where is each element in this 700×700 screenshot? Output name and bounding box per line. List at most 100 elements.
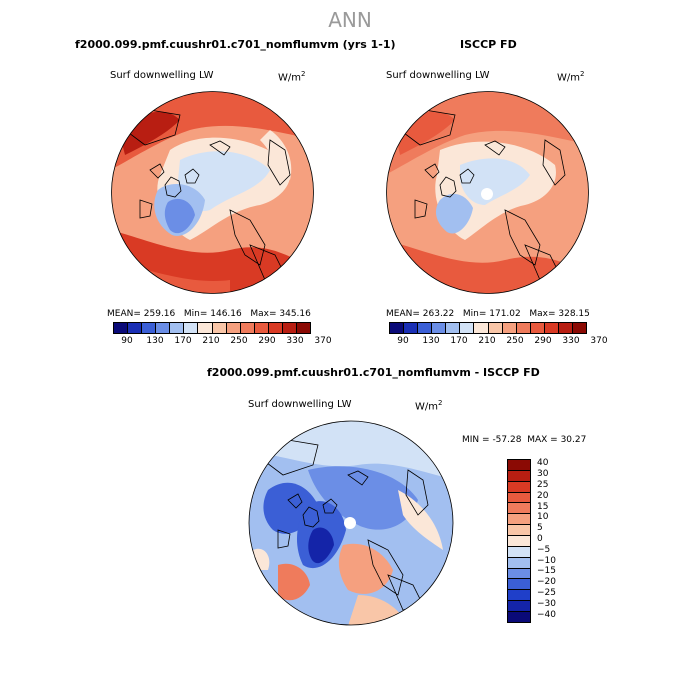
- colorbar-tick-label: 170: [450, 336, 468, 346]
- map-fill-atlantic: [338, 543, 393, 594]
- colorbar-tick-label: 290: [258, 336, 276, 346]
- colorbar-swatch: [508, 568, 530, 580]
- panel2-stats: MEAN= 263.22 Min= 171.02 Max= 328.15: [386, 309, 590, 319]
- colorbar-swatch: [508, 470, 530, 482]
- colorbar-label: −20: [537, 577, 556, 588]
- panel2-variable: Surf downwelling LW: [386, 70, 490, 81]
- map-fill-north: [111, 91, 314, 170]
- colorbar-label: 5: [537, 523, 543, 534]
- panel1-variable: Surf downwelling LW: [110, 70, 214, 81]
- colorbar-swatch: [170, 323, 185, 333]
- pole-hole: [344, 517, 356, 529]
- colorbar-swatch: [404, 323, 419, 333]
- map-fill-warm-left: [278, 563, 310, 601]
- panel1-colorbar-ticks: 90 130 170 210 250 290 330 370: [113, 336, 331, 348]
- colorbar-swatch: [198, 323, 213, 333]
- map-border: [386, 91, 589, 294]
- colorbar-swatch: [508, 514, 530, 526]
- colorbar-swatch: [508, 557, 530, 569]
- map-fill-arctic: [308, 466, 418, 530]
- colorbar-swatch: [508, 601, 530, 613]
- colorbar-swatch: [508, 481, 530, 493]
- panel2-polar-map: [386, 91, 589, 294]
- colorbar-tick-label: 90: [397, 336, 409, 346]
- map-fill-greenland-inner: [308, 527, 334, 564]
- diff-title: f2000.099.pmf.cuushr01.c701_nomflumvm - …: [207, 366, 540, 379]
- colorbar-swatch: [226, 323, 241, 333]
- pole-hole: [481, 188, 493, 200]
- colorbar-swatch: [508, 590, 530, 602]
- colorbar-swatch: [114, 323, 129, 333]
- diff-units: W/m2: [415, 399, 443, 413]
- colorbar-label: −10: [537, 555, 556, 566]
- colorbar-swatch: [254, 323, 269, 333]
- colorbar-tick-label: 290: [534, 336, 552, 346]
- colorbar-tick-label: 130: [422, 336, 440, 346]
- colorbar-swatch: [516, 323, 531, 333]
- colorbar-swatch: [502, 323, 517, 333]
- colorbar-swatch: [488, 323, 503, 333]
- diff-minmax: MIN = -57.28 MAX = 30.27: [462, 435, 587, 445]
- colorbar-swatch: [508, 612, 530, 622]
- colorbar-swatch: [418, 323, 433, 333]
- map-border: [111, 91, 314, 294]
- map-fill-north: [386, 91, 589, 175]
- map-fill-greenland-inner: [164, 198, 195, 234]
- colorbar-swatch: [508, 525, 530, 537]
- colorbar-tick-label: 210: [478, 336, 496, 346]
- diff-variable: Surf downwelling LW: [248, 399, 352, 410]
- colorbar-swatch: [544, 323, 559, 333]
- colorbar-swatch: [268, 323, 283, 333]
- diff-colorbar: [507, 459, 531, 623]
- colorbar-swatch: [474, 323, 489, 333]
- colorbar-swatch: [282, 323, 298, 333]
- colorbar-label: −30: [537, 598, 556, 609]
- panel2-colorbar: [389, 322, 587, 334]
- colorbar-swatch: [460, 323, 475, 333]
- map-fill-arctic: [460, 158, 530, 205]
- colorbar-swatch: [508, 460, 530, 471]
- colorbar-swatch: [142, 323, 157, 333]
- panel2-units: W/m2: [557, 70, 585, 84]
- colorbar-label: 15: [537, 501, 549, 512]
- colorbar-swatch: [212, 323, 227, 333]
- panel1-stats: MEAN= 259.16 Min= 146.16 Max= 345.16: [107, 309, 311, 319]
- colorbar-swatch: [446, 323, 461, 333]
- colorbar-label: 20: [537, 490, 549, 501]
- colorbar-tick-label: 210: [202, 336, 220, 346]
- colorbar-label: −5: [537, 544, 551, 555]
- map-fill-east: [398, 490, 443, 550]
- colorbar-swatch: [128, 323, 143, 333]
- colorbar-swatch: [432, 323, 447, 333]
- panel2-colorbar-ticks: 90 130 170 210 250 290 330 370: [389, 336, 607, 348]
- colorbar-swatch: [156, 323, 171, 333]
- colorbar-label: −15: [537, 566, 556, 577]
- colorbar-swatch: [297, 323, 311, 333]
- map-fill-ne: [260, 130, 292, 180]
- colorbar-swatch: [508, 546, 530, 558]
- colorbar-swatch: [240, 323, 255, 333]
- colorbar-label: 25: [537, 480, 549, 490]
- map-fill-greenland: [435, 193, 473, 234]
- colorbar-tick-label: 250: [506, 336, 524, 346]
- diff-polar-map: [248, 420, 454, 626]
- colorbar-swatch: [530, 323, 545, 333]
- colorbar-label: 0: [537, 534, 543, 544]
- colorbar-label: 30: [537, 469, 549, 480]
- panel1-colorbar: [113, 322, 311, 334]
- colorbar-label: 10: [537, 512, 549, 523]
- map-border: [248, 420, 454, 626]
- colorbar-swatch: [390, 323, 405, 333]
- colorbar-tick-label: 170: [174, 336, 192, 346]
- colorbar-tick-label: 330: [562, 336, 580, 346]
- panel1-polar-map: [111, 91, 314, 294]
- colorbar-tick-label: 130: [146, 336, 164, 346]
- colorbar-tick-label: 330: [286, 336, 304, 346]
- colorbar-label: 40: [537, 458, 549, 469]
- season-title: ANN: [328, 8, 372, 32]
- colorbar-swatch: [508, 503, 530, 515]
- colorbar-label: −40: [537, 609, 556, 620]
- colorbar-tick-label: 370: [590, 336, 608, 346]
- panel1-title: f2000.099.pmf.cuushr01.c701_nomflumvm (y…: [75, 38, 396, 51]
- colorbar-label: −25: [537, 588, 556, 598]
